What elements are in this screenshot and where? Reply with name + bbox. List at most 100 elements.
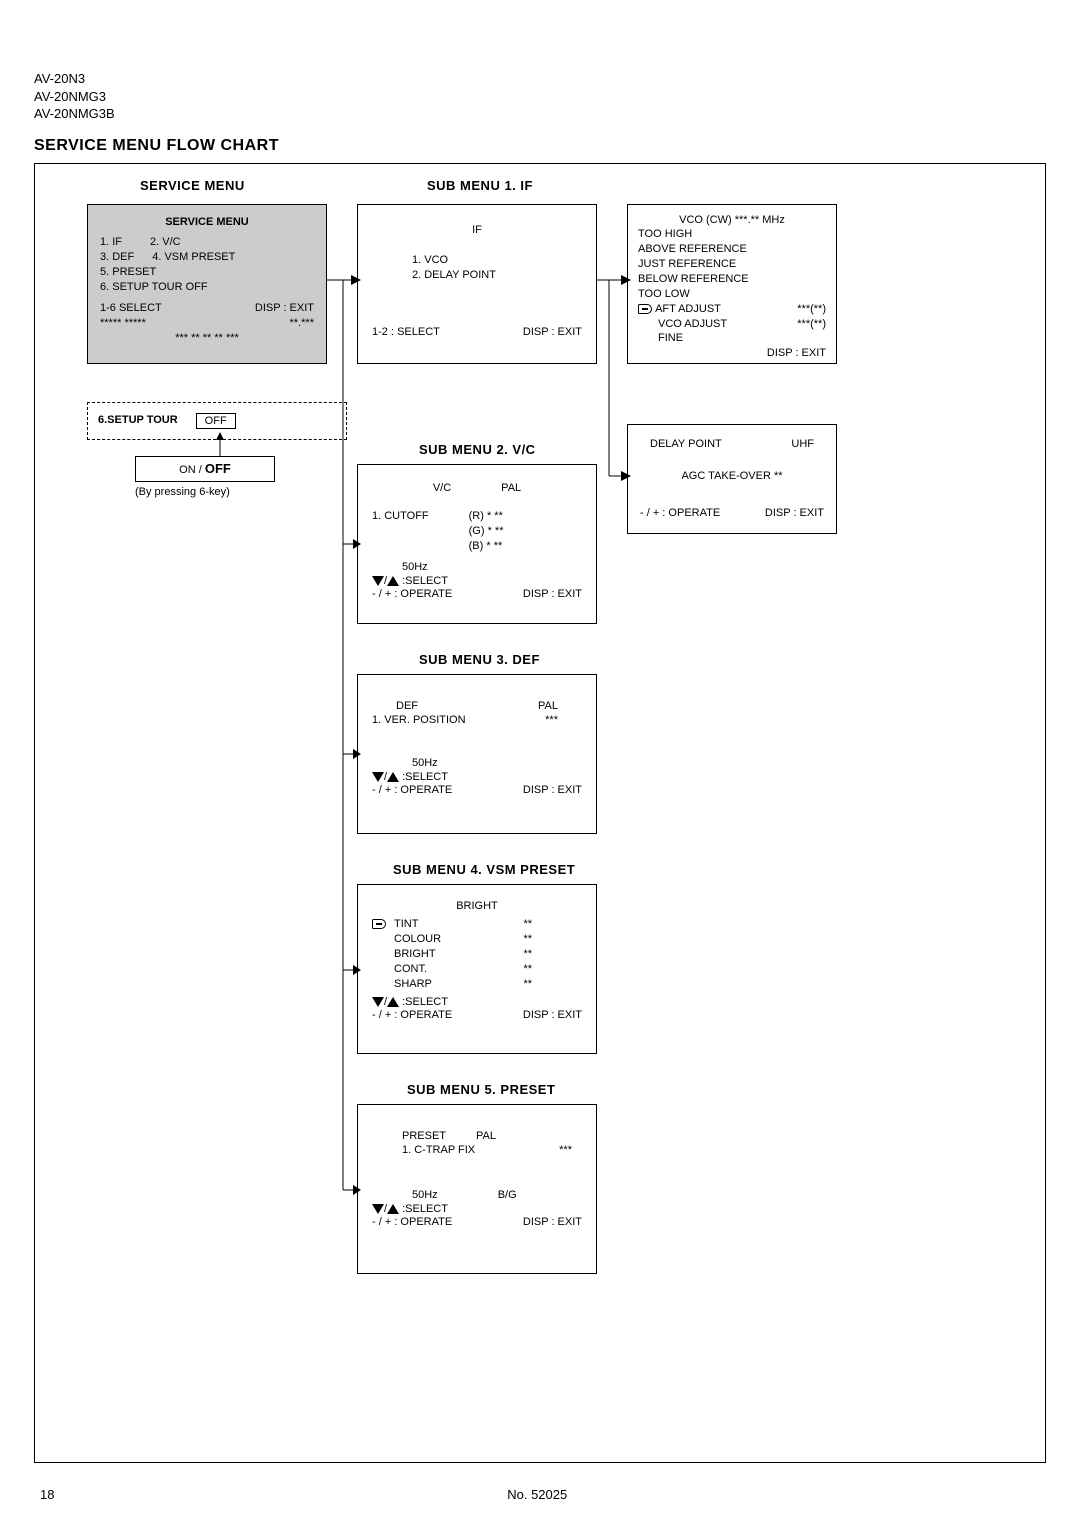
vco-l3: JUST REFERENCE: [638, 257, 826, 272]
sub1-item2: 2. DELAY POINT: [412, 268, 582, 283]
model-2: AV-20NMG3: [34, 88, 1046, 106]
sm-stars2: **.***: [290, 316, 314, 331]
sub5-box: PRESET PAL 1. C-TRAP FIX *** 50Hz B/G / …: [357, 1104, 597, 1274]
service-menu-box: SERVICE MENU 1. IF 2. V/C 3. DEF 4. VSM …: [87, 204, 327, 364]
sub4-r1v: **: [523, 932, 532, 947]
sub2-heading: SUB MENU 2. V/C: [419, 442, 536, 457]
sm-stars3: *** ** ** ** ***: [100, 331, 314, 346]
triangle-up-icon-5: [387, 1204, 399, 1214]
sub5-operate: - / + : OPERATE: [372, 1215, 452, 1230]
sub5-title: PRESET: [402, 1129, 446, 1144]
arrow-onoff-up: [215, 432, 225, 460]
sub4-r2v: **: [523, 947, 532, 962]
vco-aft: AFT ADJUST: [655, 303, 721, 315]
sub1-disp-exit: DISP : EXIT: [523, 325, 582, 340]
sub2-g: (G) * **: [469, 524, 504, 539]
setup-tour-label: 6.SETUP TOUR: [98, 413, 178, 428]
setup-tour-state: OFF: [196, 413, 236, 429]
triangle-down-icon-5: [372, 1204, 384, 1214]
model-list: AV-20N3 AV-20NMG3 AV-20NMG3B: [34, 70, 1046, 123]
sm-select: 1-6 SELECT: [100, 301, 162, 316]
delay-box: DELAY POINT UHF AGC TAKE-OVER ** - / + :…: [627, 424, 837, 534]
sub3-title: DEF: [396, 699, 418, 714]
vco-l2: ABOVE REFERENCE: [638, 242, 826, 257]
sub4-disp-exit: DISP : EXIT: [523, 1008, 582, 1023]
sm-item-5: 5. PRESET: [100, 265, 314, 280]
triangle-up-icon-3: [387, 772, 399, 782]
triangle-up-icon: [387, 576, 399, 586]
sub2-operate: - / + : OPERATE: [372, 587, 452, 602]
sub1-box: IF 1. VCO 2. DELAY POINT 1-2 : SELECT DI…: [357, 204, 597, 364]
sub3-item: 1. VER. POSITION: [372, 713, 466, 728]
sm-stars1: ***** *****: [100, 316, 146, 331]
sub4-box: BRIGHT TINT** COLOUR** BRIGHT** CONT.** …: [357, 884, 597, 1054]
page-title: SERVICE MENU FLOW CHART: [34, 137, 1046, 155]
sub5-item: 1. C-TRAP FIX: [402, 1143, 475, 1158]
delay-title: DELAY POINT: [650, 437, 722, 452]
sub3-val: ***: [545, 713, 558, 728]
sub4-r2l: BRIGHT: [394, 947, 436, 962]
sub2-pal: PAL: [501, 481, 521, 496]
vco-adj-val: ***(**): [797, 317, 826, 332]
vco-box: VCO (CW) ***.** MHz TOO HIGH ABOVE REFER…: [627, 204, 837, 364]
sub4-select: :SELECT: [402, 996, 448, 1008]
sub2-item: 1. CUTOFF: [372, 509, 429, 554]
triangle-down-icon-4: [372, 997, 384, 1007]
vco-adj: VCO ADJUST: [658, 317, 727, 332]
sm-item-2: 2. V/C: [150, 235, 181, 250]
sub2-hz: 50Hz: [402, 560, 582, 575]
sub2-b: (B) * **: [469, 539, 504, 554]
sub4-r3l: CONT.: [394, 962, 427, 977]
model-1: AV-20N3: [34, 70, 1046, 88]
vco-fine: FINE: [638, 331, 826, 346]
sub4-r1l: COLOUR: [394, 932, 441, 947]
sub2-r: (R) * **: [469, 509, 504, 524]
setup-tour-hint: (By pressing 6-key): [135, 486, 230, 498]
sub1-title: IF: [372, 223, 582, 238]
vco-l5: TOO LOW: [638, 287, 826, 302]
onoff-off: OFF: [205, 461, 231, 476]
triangle-down-icon-3: [372, 772, 384, 782]
sub2-title: V/C: [433, 481, 451, 496]
pointer-icon: [638, 304, 652, 314]
sub4-title: BRIGHT: [372, 899, 582, 914]
sub3-disp-exit: DISP : EXIT: [523, 783, 582, 798]
vco-l1: TOO HIGH: [638, 227, 826, 242]
sub3-operate: - / + : OPERATE: [372, 783, 452, 798]
sub1-select: 1-2 : SELECT: [372, 325, 440, 340]
sub4-heading: SUB MENU 4. VSM PRESET: [393, 862, 575, 877]
delay-operate: - / + : OPERATE: [640, 506, 720, 521]
sub2-select: :SELECT: [402, 575, 448, 587]
sub1-heading: SUB MENU 1. IF: [427, 178, 533, 193]
doc-number: No. 52025: [507, 1487, 567, 1502]
vco-disp-exit: DISP : EXIT: [638, 346, 826, 361]
sub3-hz: 50Hz: [412, 756, 582, 771]
vco-aft-val: ***(**): [797, 302, 826, 317]
sub3-select: :SELECT: [402, 771, 448, 783]
sm-item-3: 3. DEF: [100, 250, 134, 265]
vco-line1: VCO (CW) ***.** MHz: [638, 213, 826, 228]
sub5-select: :SELECT: [402, 1203, 448, 1215]
triangle-down-icon: [372, 576, 384, 586]
on-off-box: ON / OFF: [135, 456, 275, 482]
triangle-up-icon-4: [387, 997, 399, 1007]
sub5-heading: SUB MENU 5. PRESET: [407, 1082, 555, 1097]
sub5-hz: 50Hz: [412, 1188, 438, 1203]
sub5-pal: PAL: [476, 1129, 496, 1144]
arrow-sub1-delay: [597, 280, 631, 480]
sub5-val: ***: [559, 1143, 572, 1158]
flow-chart-frame: SERVICE MENU SERVICE MENU 1. IF 2. V/C 3…: [34, 163, 1046, 1463]
service-menu-box-heading: SERVICE MENU: [100, 215, 314, 230]
delay-disp-exit: DISP : EXIT: [765, 506, 824, 521]
page-number: 18: [40, 1487, 54, 1502]
arrow-spine: [335, 280, 361, 1200]
sm-item-6: 6. SETUP TOUR OFF: [100, 280, 314, 295]
sub3-box: DEF PAL 1. VER. POSITION *** 50Hz / :SEL…: [357, 674, 597, 834]
sm-item-4: 4. VSM PRESET: [152, 250, 235, 265]
sub1-item1: 1. VCO: [412, 253, 582, 268]
sub4-r4v: **: [523, 977, 532, 992]
model-3: AV-20NMG3B: [34, 105, 1046, 123]
sub2-disp-exit: DISP : EXIT: [523, 587, 582, 602]
pointer-icon-4: [372, 919, 386, 929]
delay-band: UHF: [791, 437, 814, 452]
